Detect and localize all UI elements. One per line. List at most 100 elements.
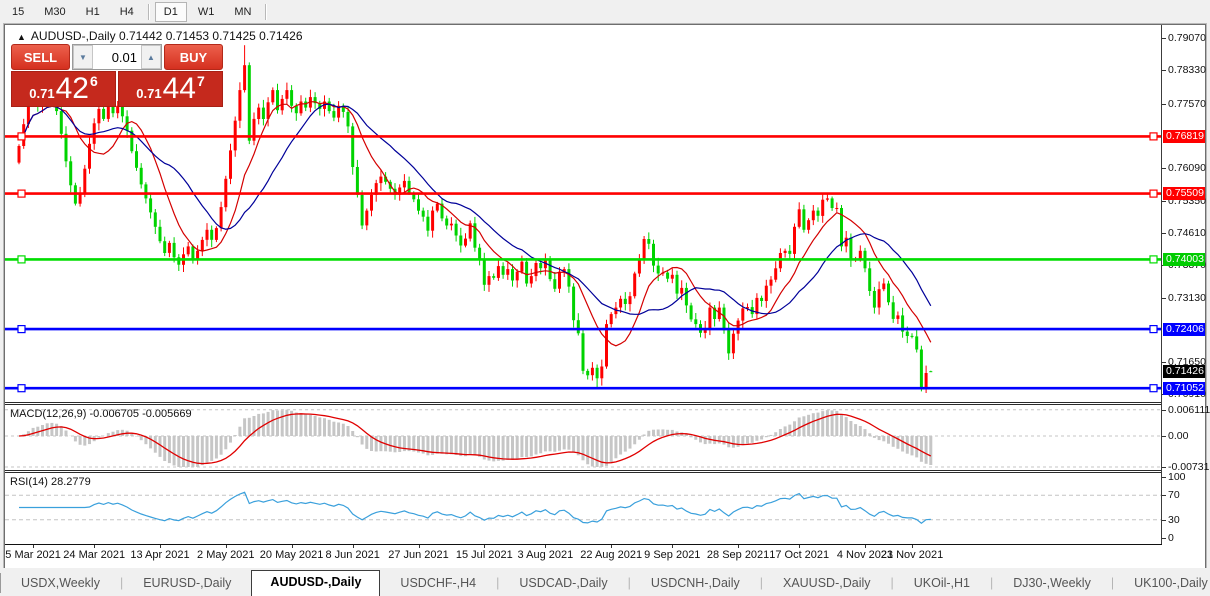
time-tick: [225, 545, 227, 548]
ask-price-box[interactable]: 0.71 44 7: [118, 71, 223, 107]
date-label: 13 Apr 2021: [130, 549, 190, 561]
line-handle[interactable]: [17, 384, 26, 393]
macd-header: MACD(12,26,9) -0.006705 -0.005669: [10, 408, 192, 420]
tab-dj30-weekly[interactable]: DJ30-,Weekly: [1013, 576, 1091, 590]
timeframe-button-MN[interactable]: MN: [234, 5, 252, 18]
tab-uk100-daily[interactable]: UK100-,Daily: [1134, 576, 1208, 590]
horizontal-line-0.74003[interactable]: [5, 255, 1161, 264]
buy-button[interactable]: BUY: [164, 44, 223, 70]
volume-decrease-icon[interactable]: ▼: [73, 45, 93, 69]
date-label: 5 Mar 2021: [5, 549, 61, 561]
sell-button[interactable]: SELL: [11, 44, 70, 70]
timeframe-button-15[interactable]: 15: [12, 5, 25, 18]
line-handle[interactable]: [1149, 132, 1158, 141]
timeframe-button-H4[interactable]: H4: [119, 5, 134, 18]
time-axis-border: [5, 544, 1162, 545]
time-tick: [799, 545, 801, 548]
bid-big-digits: 42: [55, 72, 89, 105]
bid-price-box[interactable]: 0.71 42 6: [11, 71, 116, 107]
tab-separator: |: [119, 576, 124, 590]
date-label: 9 Sep 2021: [644, 549, 701, 561]
price-tick: 0.73130: [1162, 292, 1206, 304]
panel-splitter[interactable]: [5, 470, 1161, 473]
rsi-value: 28.2779: [50, 476, 91, 488]
tab-ukoil-h1[interactable]: UKOil-,H1: [913, 576, 971, 590]
tab-separator: |: [627, 576, 631, 590]
horizontal-line-0.72406[interactable]: [5, 325, 1161, 334]
timeframe-button-M30[interactable]: M30: [44, 5, 66, 18]
date-label: 3 Aug 2021: [517, 549, 574, 561]
line-handle[interactable]: [1149, 325, 1158, 334]
ma-slow-line: [23, 103, 932, 315]
macd-indicator-canvas[interactable]: [5, 405, 1161, 470]
price-tick: 0.74610: [1162, 227, 1206, 239]
time-tick: [33, 545, 35, 548]
ask-prefix: 0.71: [136, 86, 162, 101]
volume-increase-icon[interactable]: ▲: [141, 45, 161, 69]
date-label: 20 May 2021: [259, 549, 324, 561]
line-handle[interactable]: [17, 255, 26, 264]
macd-signal-line: [18, 413, 932, 465]
volume-input[interactable]: [93, 45, 141, 69]
chart-tab-bar: USDX,Weekly | EURUSD-,Daily AUDUSD-,Daily US…: [0, 568, 1210, 596]
line-handle[interactable]: [17, 189, 26, 198]
time-tick: [352, 545, 354, 548]
tab-usdx-weekly[interactable]: USDX,Weekly: [21, 576, 100, 590]
ma-fast-line: [23, 101, 932, 347]
price-badge-0.75509: 0.75509: [1163, 187, 1205, 200]
indicator-axis-tick: 70: [1162, 489, 1205, 501]
time-tick: [160, 545, 161, 548]
horizontal-line-0.76819[interactable]: [5, 132, 1161, 141]
chart-ohlc-header: ▲ AUDUSD-,Daily 0.71442 0.71453 0.71425 0…: [17, 29, 303, 43]
indicator-axis-tick: 0: [1162, 532, 1205, 544]
timeframe-button-D1[interactable]: D1: [154, 1, 187, 22]
price-chart-canvas[interactable]: [5, 25, 1161, 402]
panel-splitter[interactable]: [5, 402, 1161, 405]
price-badge-0.72406: 0.72406: [1163, 323, 1205, 336]
time-tick: [912, 545, 913, 548]
rsi-indicator-canvas[interactable]: [5, 473, 1161, 544]
rsi-line: [19, 491, 931, 524]
indicator-axis-tick: 0.006111: [1162, 404, 1210, 416]
bid-prefix: 0.71: [29, 86, 55, 101]
bid-pip-digit: 6: [89, 73, 98, 89]
tab-edge-stub: [0, 573, 1, 593]
ohlc-high: 0.71453: [165, 29, 210, 43]
line-handle[interactable]: [17, 325, 26, 334]
ask-pip-digit: 7: [196, 73, 205, 89]
date-label: 24 Mar 2021: [63, 549, 126, 561]
tab-audusd-daily[interactable]: AUDUSD-,Daily: [251, 570, 381, 596]
collapse-panel-icon[interactable]: ▲: [17, 32, 26, 42]
toolbar-separator: [265, 3, 268, 20]
line-handle[interactable]: [17, 132, 26, 141]
price-badge-0.74003: 0.74003: [1163, 253, 1205, 266]
tab-eurusd-daily[interactable]: EURUSD-,Daily: [143, 576, 232, 590]
chart-window: ▲ AUDUSD-,Daily 0.71442 0.71453 0.71425 0…: [3, 23, 1210, 570]
time-tick: [672, 545, 674, 548]
tab-xauusd-daily[interactable]: XAUUSD-,Daily: [782, 576, 871, 590]
tab-usdcad-daily[interactable]: USDCAD-,Daily: [519, 576, 608, 590]
price-tick: 0.78330: [1162, 64, 1206, 76]
timeframe-button-W1[interactable]: W1: [197, 5, 215, 18]
tab-usdcnh-daily[interactable]: USDCNH-,Daily: [650, 576, 740, 590]
line-handle[interactable]: [1149, 189, 1158, 198]
indicator-axis-tick: -0.007315: [1162, 461, 1210, 473]
tab-separator: |: [496, 576, 500, 590]
ohlc-close: 0.71426: [259, 29, 303, 43]
ohlc-low: 0.71425: [212, 29, 256, 43]
timeframe-button-H1[interactable]: H1: [85, 5, 100, 18]
time-tick: [611, 545, 613, 548]
indicator-axis-tick: 0.00: [1162, 430, 1205, 442]
horizontal-line-0.71052[interactable]: [5, 384, 1161, 393]
indicator-axis-tick: 30: [1162, 514, 1205, 526]
one-click-trading-panel: SELL ▼ ▲ BUY 0.71 42 6 0.71 44 7: [11, 44, 223, 107]
time-tick: [545, 545, 547, 548]
price-tick: 0.77570: [1162, 98, 1206, 110]
date-label: 4 Nov 2021: [836, 549, 894, 561]
line-handle[interactable]: [1149, 384, 1158, 393]
line-handle[interactable]: [1149, 255, 1158, 264]
price-tick: 0.76090: [1162, 162, 1206, 174]
horizontal-line-0.75509[interactable]: [5, 189, 1161, 198]
rsi-header: RSI(14) 28.2779: [10, 476, 91, 488]
tab-usdchf-h4[interactable]: USDCHF-,H4: [400, 576, 477, 590]
